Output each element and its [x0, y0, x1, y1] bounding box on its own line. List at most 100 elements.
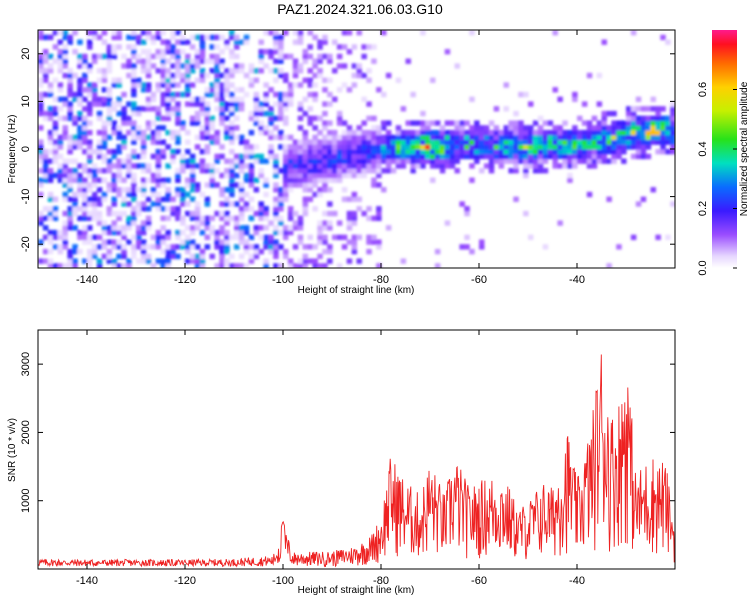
- spectrogram-cell: [287, 263, 294, 268]
- spectrogram-cell: [307, 168, 313, 174]
- spectrogram-cell: [47, 82, 54, 88]
- spectrogram-cell: [116, 110, 122, 117]
- spectrogram-cell: [126, 220, 132, 226]
- spectrogram-cell: [601, 158, 607, 164]
- spectrogram-cell: [258, 39, 264, 45]
- spectrogram-cell: [317, 187, 323, 193]
- spectrogram-cell: [454, 158, 460, 164]
- spectrogram-cell: [209, 139, 215, 145]
- spectrogram-cell: [140, 239, 147, 245]
- spectrogram-cell: [459, 134, 465, 141]
- spectrogram-cell: [106, 149, 113, 155]
- spectrogram-cell: [204, 125, 211, 131]
- spectrogram-cell: [351, 63, 358, 69]
- spectrogram-cell: [258, 172, 264, 179]
- spectrogram-cell: [532, 153, 539, 160]
- spectrogram-cell: [243, 201, 250, 207]
- spectrogram-cell: [430, 153, 436, 160]
- spectrogram-cell: [160, 63, 166, 69]
- spectrogram-cell: [322, 163, 328, 169]
- spectrogram-cell: [82, 206, 88, 212]
- spectrogram-cell: [150, 177, 157, 183]
- spectrogram-cell: [155, 182, 162, 188]
- spectrogram-cell: [111, 182, 117, 188]
- spectrogram-cell: [332, 177, 338, 183]
- spectrogram-cell: [336, 120, 343, 126]
- spectrogram-cell: [444, 139, 451, 145]
- spectrogram-cell: [77, 215, 83, 221]
- spectrogram-cell: [234, 134, 240, 141]
- spectrogram-cell: [214, 63, 220, 69]
- spectrogram-cell: [165, 58, 171, 64]
- spectrogram-cell: [248, 177, 255, 183]
- spectrogram-cell: [253, 115, 260, 122]
- spectrogram-cell: [42, 110, 49, 117]
- spectrogram-cell: [194, 201, 201, 207]
- spectrogram-cell: [258, 206, 264, 212]
- spectrogram-cell: [439, 149, 446, 155]
- spectrogram-cell: [111, 263, 117, 268]
- spectrogram-cell: [439, 144, 446, 150]
- spectrogram-cell: [91, 58, 98, 64]
- spectrogram-cell: [72, 134, 78, 141]
- spectrogram-cell: [400, 149, 407, 155]
- spectrogram-cell: [96, 177, 103, 183]
- spectrogram-cell: [562, 139, 568, 145]
- spectrogram-cell: [160, 215, 166, 221]
- spectrogram-cell: [586, 144, 593, 150]
- spectrogram-cell: [101, 191, 108, 198]
- spectrogram-cell: [346, 153, 353, 160]
- spectrogram-cell: [503, 134, 509, 141]
- spectrogram-cell: [72, 263, 78, 268]
- spectrogram-cell: [542, 129, 549, 136]
- spectrogram-cell: [537, 149, 544, 155]
- spectrogram-cell: [606, 263, 612, 268]
- spectrogram-cell: [160, 72, 166, 79]
- spectrogram-cell: [131, 87, 137, 93]
- spectrogram-cell: [640, 139, 647, 145]
- spectrogram-cell: [214, 87, 220, 93]
- spectrogram-cell: [140, 58, 147, 64]
- spectrogram-cell: [42, 158, 49, 164]
- spectrogram-cell: [224, 68, 230, 74]
- spectrogram-cell: [106, 168, 113, 174]
- spectrogram-cell: [327, 158, 333, 164]
- spectrogram-cell: [52, 206, 59, 212]
- spectrogram-cell: [488, 153, 495, 160]
- spectrogram-cell: [400, 139, 407, 145]
- spectrogram-cell: [586, 191, 593, 198]
- spectrogram-cell: [150, 191, 157, 198]
- spectrogram-cell: [341, 244, 348, 250]
- spectrogram-cell: [346, 139, 353, 145]
- spectrogram-cell: [474, 134, 480, 141]
- spectrogram-cell: [371, 125, 377, 131]
- spectrogram-cell: [341, 82, 348, 88]
- colorbar-gradient: [712, 30, 737, 268]
- spectrogram-cell: [523, 144, 529, 150]
- spectrogram-cell: [278, 34, 284, 41]
- spectrogram-cell: [52, 77, 59, 83]
- spectrogram-cell: [297, 139, 304, 145]
- spectrogram-cell: [238, 196, 245, 202]
- spectrogram-cell: [297, 177, 304, 183]
- spectrogram-cell: [194, 187, 201, 193]
- spectrogram-cell: [175, 120, 181, 126]
- spectrogram-cell: [209, 134, 215, 141]
- spectrogram-cell: [302, 187, 309, 193]
- spectrogram-cell: [160, 91, 166, 98]
- spectrogram-cell: [189, 158, 196, 164]
- spectrogram-cell: [557, 149, 563, 155]
- spectrogram-cell: [459, 125, 465, 131]
- spectrogram-cell: [292, 163, 299, 169]
- spectrogram-cell: [464, 153, 470, 160]
- spectrogram-cell: [145, 87, 152, 93]
- spectrogram-cell: [136, 125, 142, 131]
- spectrogram-cell: [650, 129, 656, 136]
- spectrogram-cell: [488, 134, 495, 141]
- spectrogram-cell: [376, 206, 382, 212]
- spectrogram-cell: [175, 72, 181, 79]
- spectrogram-cell: [258, 129, 264, 136]
- spectrogram-cell: [145, 125, 152, 131]
- spectrogram-cell: [145, 72, 152, 79]
- spectrogram-cell: [238, 263, 245, 268]
